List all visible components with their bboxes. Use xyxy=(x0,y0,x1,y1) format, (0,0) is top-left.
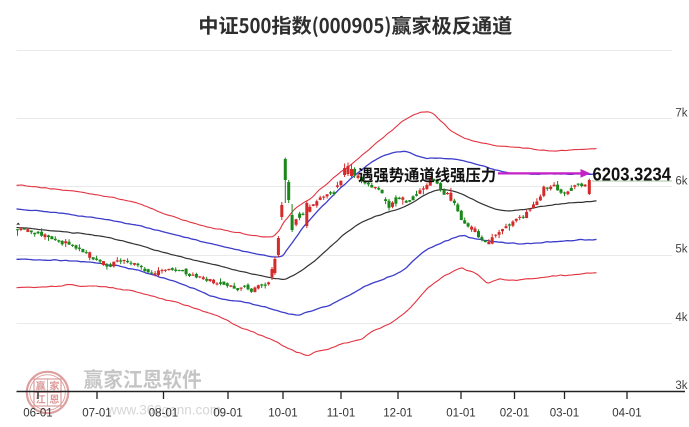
svg-text:11-01: 11-01 xyxy=(327,408,356,420)
svg-text:12-01: 12-01 xyxy=(383,408,412,420)
svg-text:www.360gann.com: www.360gann.com xyxy=(106,403,221,418)
svg-text:4k: 4k xyxy=(675,312,687,324)
svg-text:09-01: 09-01 xyxy=(213,408,242,420)
svg-text:03-01: 03-01 xyxy=(550,408,579,420)
svg-text:6203.3234: 6203.3234 xyxy=(593,163,672,184)
svg-text:7k: 7k xyxy=(675,107,687,119)
svg-text:06-01: 06-01 xyxy=(23,408,52,420)
svg-text:6k: 6k xyxy=(675,176,687,188)
svg-text:02-01: 02-01 xyxy=(500,408,529,420)
svg-text:04-01: 04-01 xyxy=(612,408,641,420)
svg-text:01-01: 01-01 xyxy=(446,408,475,420)
svg-text:08-01: 08-01 xyxy=(149,408,178,420)
svg-text:5k: 5k xyxy=(675,244,687,256)
svg-text:10-01: 10-01 xyxy=(268,408,297,420)
svg-text:07-01: 07-01 xyxy=(82,408,111,420)
svg-text:3k: 3k xyxy=(675,380,687,392)
